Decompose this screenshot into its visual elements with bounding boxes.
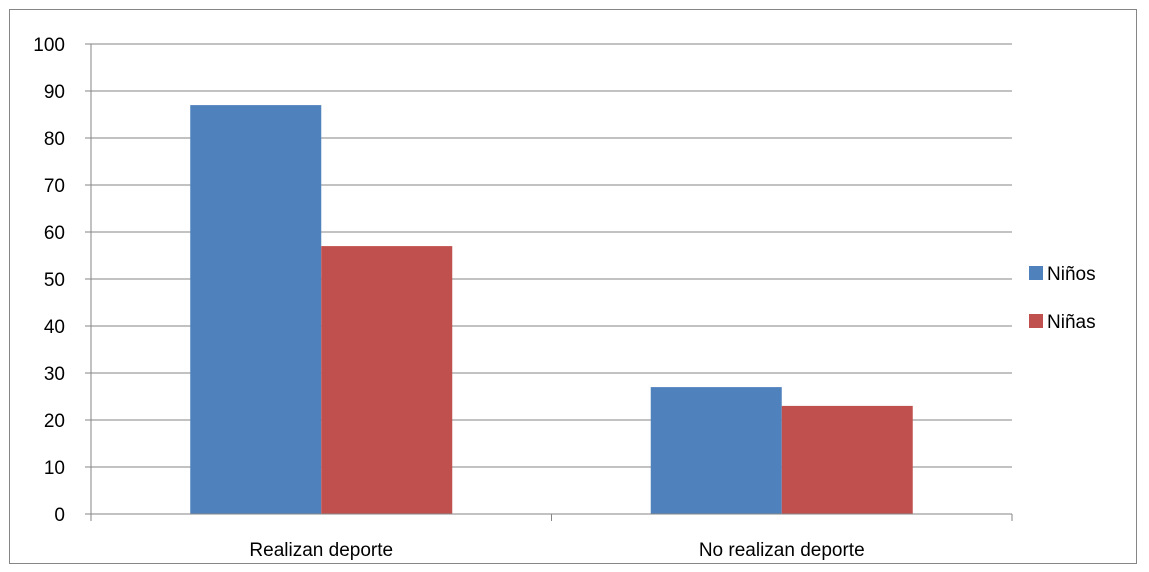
y-axis-tick-label: 20: [44, 411, 65, 432]
x-axis-category-label: No realizan deporte: [699, 540, 865, 561]
bar-ninas-no-realizan: [781, 405, 913, 514]
legend-label-ninas: Niñas: [1047, 312, 1096, 333]
x-axis-category-label: Realizan deporte: [249, 540, 393, 561]
legend-swatch-ninas: [1029, 314, 1043, 328]
axes: [85, 43, 1013, 521]
y-axis-tick-label: 70: [44, 176, 65, 197]
y-axis-tick-label: 100: [33, 35, 65, 56]
y-axis-tick-label: 30: [44, 364, 65, 385]
legend-swatch-ninos: [1029, 266, 1043, 280]
legend-label-ninos: Niños: [1047, 264, 1096, 285]
y-axis-tick-label: 40: [44, 317, 65, 338]
bar-ninos-realizan: [190, 105, 322, 514]
y-axis-tick-label: 0: [54, 505, 65, 526]
y-axis-tick-label: 10: [44, 458, 65, 479]
y-axis-tick-labels: 0 10 20 30 40 50 60 70 80 90 100: [33, 35, 65, 526]
legend: Niños Niñas: [1029, 264, 1096, 333]
y-axis-tick-label: 50: [44, 270, 65, 291]
x-axis-category-labels: Realizan deporte No realizan deporte: [249, 540, 864, 561]
bars: [190, 105, 913, 514]
y-axis-tick-label: 60: [44, 223, 65, 244]
y-axis-tick-label: 80: [44, 129, 65, 150]
bar-ninos-no-realizan: [650, 387, 782, 514]
y-axis-tick-label: 90: [44, 82, 65, 103]
bar-ninas-realizan: [321, 246, 453, 514]
